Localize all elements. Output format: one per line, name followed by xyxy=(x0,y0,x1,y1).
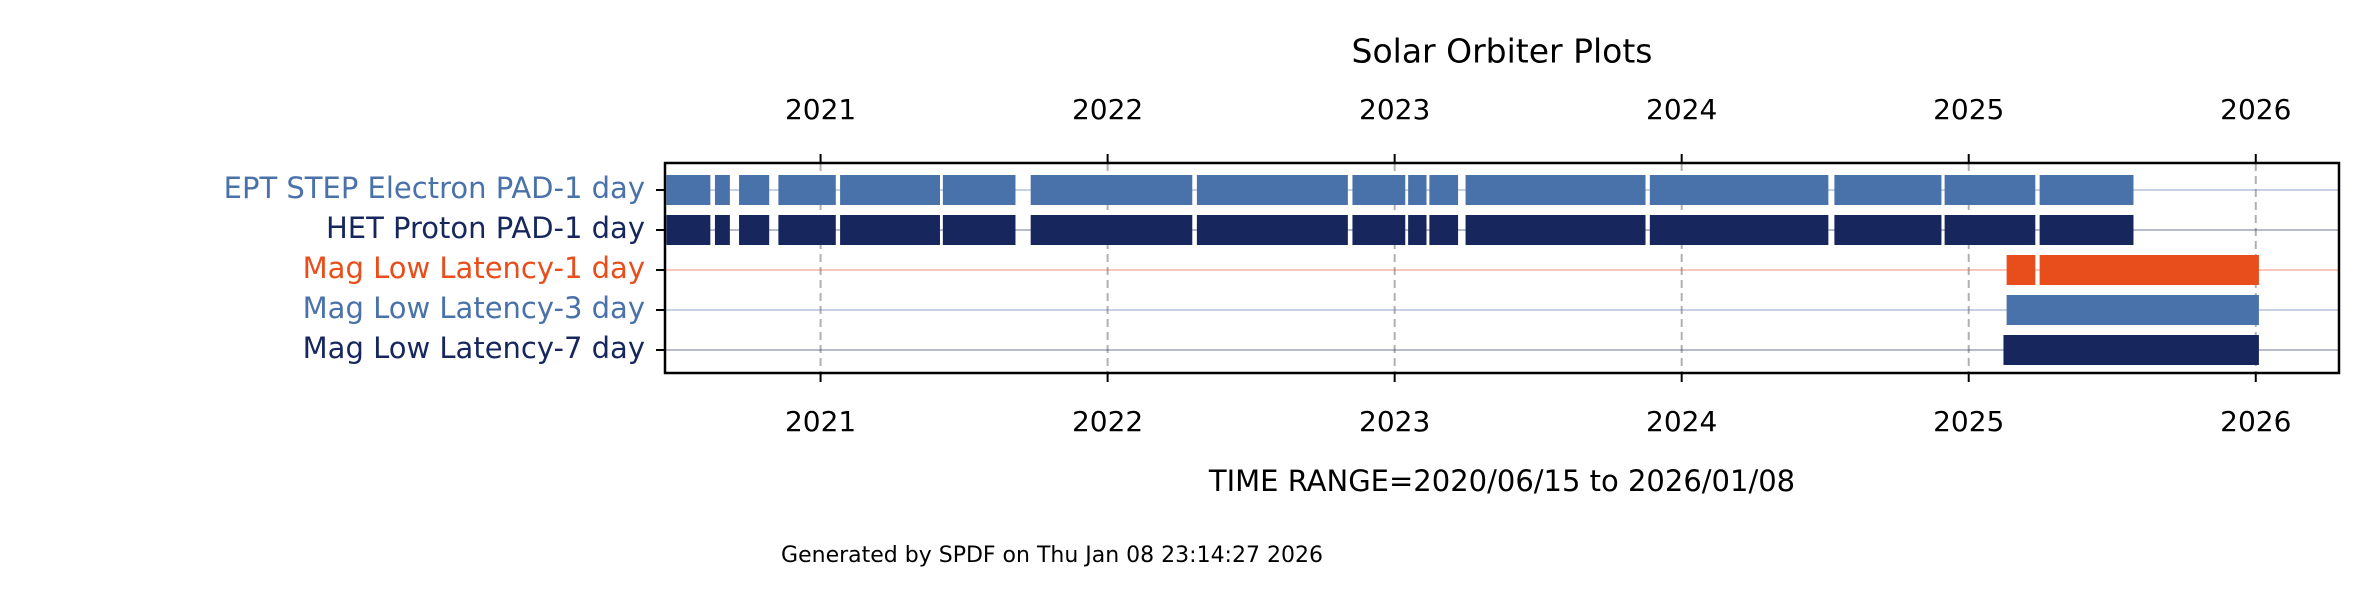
availability-bar xyxy=(1352,215,1406,245)
availability-bar xyxy=(1649,175,1829,205)
availability-bar xyxy=(2039,255,2259,285)
x-tick-label-top: 2021 xyxy=(785,93,856,126)
availability-bar xyxy=(1834,175,1942,205)
availability-bar xyxy=(1465,175,1646,205)
row-label: Mag Low Latency-1 day xyxy=(303,251,645,285)
availability-bar xyxy=(778,175,836,205)
x-tick-label-top: 2025 xyxy=(1933,93,2004,126)
x-tick-label-top: 2022 xyxy=(1072,93,1143,126)
availability-bar xyxy=(739,175,770,205)
x-tick-label: 2021 xyxy=(785,405,856,438)
x-tick-label-top: 2024 xyxy=(1646,93,1717,126)
x-tick-label-top: 2026 xyxy=(2220,93,2291,126)
availability-bar xyxy=(778,215,836,245)
availability-bar xyxy=(2003,335,2259,365)
availability-bar xyxy=(666,215,711,245)
availability-bar xyxy=(1429,215,1459,245)
availability-bar xyxy=(1429,175,1459,205)
row-label: Mag Low Latency-3 day xyxy=(303,291,645,325)
availability-bar xyxy=(840,215,940,245)
x-tick-label-top: 2023 xyxy=(1359,93,1430,126)
availability-bar xyxy=(1352,175,1406,205)
availability-bar xyxy=(666,175,711,205)
row-label: Mag Low Latency-7 day xyxy=(303,331,645,365)
availability-bar xyxy=(1649,215,1829,245)
row-label: HET Proton PAD-1 day xyxy=(326,211,645,245)
availability-bar xyxy=(1196,215,1348,245)
availability-bar xyxy=(1834,215,1942,245)
availability-bar xyxy=(714,215,730,245)
plot-frame xyxy=(663,161,2341,375)
availability-bar xyxy=(942,175,1016,205)
chart-title: Solar Orbiter Plots xyxy=(1352,32,1653,71)
availability-bar xyxy=(2039,215,2134,245)
availability-bar xyxy=(2006,255,2036,285)
x-tick-label: 2022 xyxy=(1072,405,1143,438)
x-tick-label: 2024 xyxy=(1646,405,1717,438)
availability-bar xyxy=(1030,175,1193,205)
x-tick-label: 2025 xyxy=(1933,405,2004,438)
availability-bar xyxy=(840,175,940,205)
x-tick-label: 2026 xyxy=(2220,405,2291,438)
availability-bar xyxy=(1408,215,1427,245)
availability-bar xyxy=(739,215,770,245)
footer: Generated by SPDF on Thu Jan 08 23:14:27… xyxy=(781,543,1323,568)
availability-bar xyxy=(942,215,1016,245)
availability-bar xyxy=(1944,175,2036,205)
availability-bar xyxy=(2039,175,2134,205)
availability-bar xyxy=(1030,215,1193,245)
availability-bar xyxy=(2006,295,2259,325)
availability-bar xyxy=(1408,175,1427,205)
availability-bar xyxy=(1465,215,1646,245)
row-label: EPT STEP Electron PAD-1 day xyxy=(224,171,645,205)
x-tick-label: 2023 xyxy=(1359,405,1430,438)
x-axis-label: TIME RANGE=2020/06/15 to 2026/01/08 xyxy=(1208,464,1795,498)
availability-bar xyxy=(714,175,730,205)
availability-bar xyxy=(1196,175,1348,205)
availability-bar xyxy=(1944,215,2036,245)
